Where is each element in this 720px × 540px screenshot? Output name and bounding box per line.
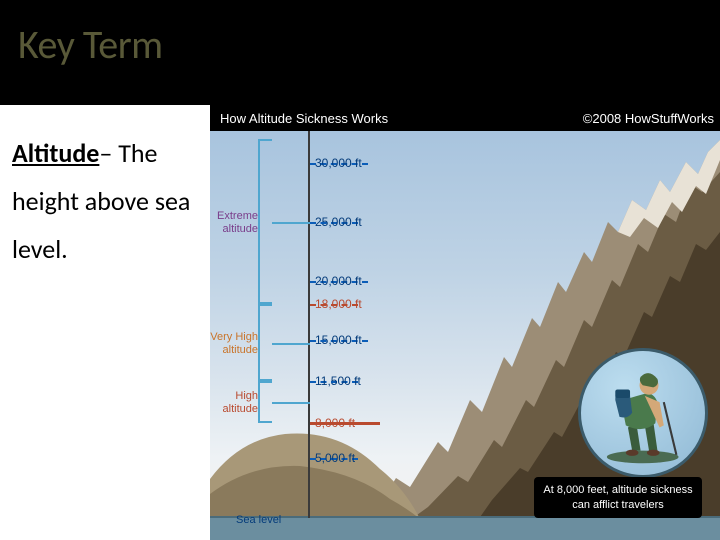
altitude-axis	[308, 131, 310, 518]
danger-marker	[310, 422, 380, 425]
altitude-tick-label: 18,000 ft	[315, 297, 362, 311]
diagram-body: 30,000 ft 25,000 ft 20,000 ft 18,000 ft 15,0…	[210, 131, 720, 540]
hiker-inset	[578, 348, 708, 478]
diagram-header: How Altitude Sickness Works ©2008 HowStu…	[210, 105, 720, 131]
sea-level-label: Sea level	[236, 514, 281, 526]
zone-label: Extreme altitude	[210, 210, 258, 236]
altitude-diagram: How Altitude Sickness Works ©2008 HowStu…	[210, 105, 720, 540]
altitude-tick-label: 25,000 ft	[315, 215, 362, 229]
foreground-hill	[210, 424, 420, 519]
callout: At 8,000 feet, altitude sickness can aff…	[534, 477, 702, 518]
zone-label: Very High altitude	[210, 331, 258, 357]
zone-bracket	[258, 304, 272, 381]
diagram-copyright: ©2008 HowStuffWorks	[583, 111, 714, 126]
water-ground	[210, 518, 720, 540]
zone-bracket	[258, 381, 272, 422]
page-title: Key Term	[0, 0, 720, 69]
definition-text: Altitude– The height above sea level.	[12, 129, 198, 273]
zone-label: High altitude	[216, 390, 258, 416]
altitude-tick-label: 20,000 ft	[315, 274, 362, 288]
definition-panel: Altitude– The height above sea level.	[0, 105, 210, 540]
altitude-tick-label: 5,000 ft	[315, 451, 355, 465]
zone-bracket	[258, 139, 272, 304]
altitude-tick-label: 11,500 ft	[315, 374, 361, 388]
diagram-title: How Altitude Sickness Works	[220, 111, 388, 126]
definition-term: Altitude	[12, 137, 99, 169]
callout-text: At 8,000 feet, altitude sickness can aff…	[534, 477, 702, 518]
altitude-tick-label: 15,000 ft	[315, 333, 362, 347]
altitude-tick-label: 30,000 ft	[315, 156, 362, 170]
